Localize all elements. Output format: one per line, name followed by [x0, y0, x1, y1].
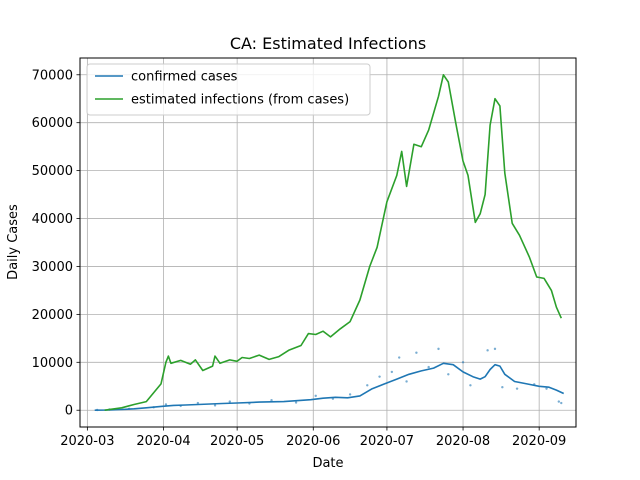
grid	[80, 58, 576, 427]
daily-case-point	[415, 351, 418, 354]
chart-title: CA: Estimated Infections	[230, 34, 426, 53]
y-tick-label: 70000	[32, 68, 73, 83]
x-tick-label: 2020-05	[210, 434, 264, 449]
x-tick-label: 2020-07	[360, 434, 414, 449]
x-tick-label: 2020-03	[60, 434, 114, 449]
x-tick-label: 2020-06	[286, 434, 340, 449]
x-axis-label: Date	[312, 456, 343, 471]
daily-case-point	[294, 401, 298, 404]
daily-case-point	[427, 365, 430, 369]
daily-case-point	[314, 394, 317, 398]
daily-case-point	[405, 380, 408, 383]
daily-case-point	[213, 404, 217, 407]
legend-label: confirmed cases	[131, 70, 238, 85]
daily-case-point	[398, 356, 401, 359]
daily-case-point	[348, 393, 352, 396]
daily-case-point	[461, 361, 465, 364]
series-line-2	[104, 74, 563, 411]
daily-case-point	[447, 373, 450, 376]
y-tick-label: 60000	[32, 116, 73, 131]
plot-frame	[79, 57, 577, 428]
daily-case-point	[164, 403, 168, 406]
series-line-1	[94, 362, 565, 411]
daily-case-point	[545, 387, 548, 390]
daily-case-point	[437, 347, 440, 351]
y-tick-label: 20000	[32, 308, 73, 323]
legend: confirmed cases estimated infections (fro…	[86, 63, 371, 116]
x-tick-label: 2020-09	[512, 434, 566, 449]
y-tick-label: 30000	[32, 260, 73, 275]
y-tick-label: 50000	[32, 164, 73, 179]
plot-area	[94, 74, 565, 412]
daily-case-point	[270, 398, 273, 402]
x-tick-label: 2020-08	[436, 434, 490, 449]
y-tick-label: 0	[65, 404, 73, 419]
y-tick-label: 10000	[32, 356, 73, 371]
x-tick-label: 2020-04	[136, 434, 190, 449]
daily-case-point	[560, 401, 563, 405]
y-tick-label: 40000	[32, 212, 73, 227]
daily-case-point	[366, 384, 369, 387]
daily-case-point	[501, 386, 504, 389]
daily-case-point	[378, 375, 381, 378]
daily-case-point	[228, 400, 231, 403]
daily-case-point	[486, 349, 489, 352]
y-axis-label: Daily Cases	[6, 204, 21, 280]
daily-case-point	[390, 370, 394, 374]
daily-case-point	[557, 400, 561, 403]
legend-label: estimated infections (from cases)	[131, 93, 349, 108]
daily-case-point	[196, 401, 200, 405]
daily-case-point	[493, 347, 497, 351]
legend-box	[86, 63, 371, 116]
axis-ticks: 0 10000 20000 30000 40000 50000 60000 70000 2020…	[32, 68, 567, 449]
daily-case-point	[469, 384, 472, 387]
daily-case-point	[515, 387, 519, 390]
